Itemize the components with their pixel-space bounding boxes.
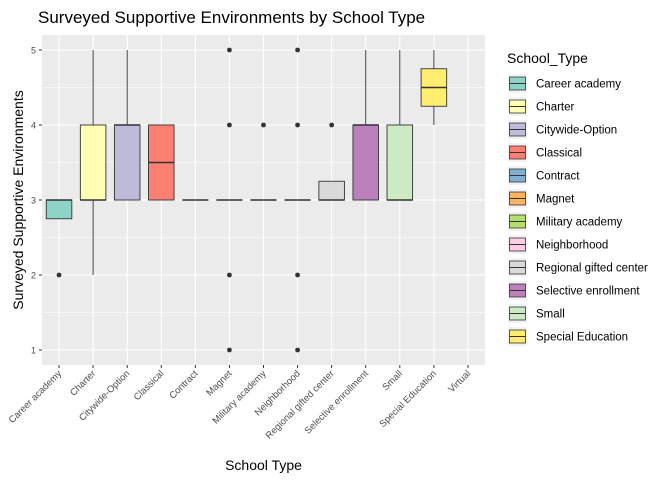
box-outlier-point — [295, 347, 300, 353]
box-outlier-point — [261, 122, 266, 128]
box-outlier-point — [227, 272, 232, 278]
box-outlier-point — [56, 272, 62, 278]
box — [113, 50, 141, 201]
legend-label: Special Education — [536, 332, 628, 344]
box-outlier-point — [329, 122, 335, 128]
y-tick-label: 2 — [31, 271, 36, 281]
box — [284, 47, 311, 353]
box — [45, 199, 73, 278]
legend-item: Selective enrollment — [508, 281, 640, 300]
legend-label: Selective enrollment — [536, 286, 640, 298]
legend-label: Career academy — [536, 79, 621, 91]
legend-item: Special Education — [508, 327, 628, 346]
box — [318, 122, 345, 201]
legend-item: Career academy — [508, 74, 621, 93]
legend-item: Regional gifted center — [508, 258, 648, 277]
legend-item: Charter — [508, 97, 575, 116]
box-outlier-point — [295, 47, 300, 53]
y-tick-label: 1 — [31, 346, 36, 356]
legend-item: Small — [508, 304, 565, 323]
box-body — [352, 124, 379, 201]
box-outlier-point — [227, 347, 232, 353]
box — [79, 50, 107, 275]
box-body — [113, 124, 141, 201]
legend-label: Classical — [536, 148, 582, 160]
box-body — [386, 124, 414, 201]
box-series — [45, 47, 448, 353]
legend-label: Small — [536, 309, 565, 321]
y-axis-label: Surveyed Supportive Environments — [10, 90, 26, 309]
legend-label: Military academy — [536, 217, 623, 229]
legend-label: Contract — [536, 171, 580, 183]
legend-label: Neighborhood — [536, 240, 608, 252]
legend-title: School_Type — [507, 50, 588, 66]
y-tick-label: 4 — [31, 121, 36, 131]
chart-title: Surveyed Supportive Environments by Scho… — [38, 8, 425, 27]
box — [352, 50, 379, 201]
x-axis-label: School Type — [225, 457, 302, 473]
legend-label: Regional gifted center — [536, 263, 648, 275]
legend-label: Charter — [536, 102, 575, 114]
box-outlier-point — [295, 122, 300, 128]
box-body — [79, 124, 107, 201]
box-body — [318, 180, 345, 201]
y-tick-label: 5 — [31, 46, 36, 56]
box — [386, 50, 414, 201]
y-tick-label: 3 — [31, 196, 36, 206]
box — [148, 124, 175, 201]
y-axis: 1 2 3 4 5 — [31, 46, 42, 356]
legend-item: Classical — [508, 143, 582, 162]
legend-item: Military academy — [508, 212, 623, 231]
legend-item: Citywide-Option — [508, 120, 617, 139]
box-outlier-point — [295, 272, 300, 278]
legend-item: Contract — [508, 166, 580, 185]
box — [250, 122, 277, 201]
box — [216, 47, 243, 353]
legend-item: Magnet — [508, 189, 575, 208]
box-outlier-point — [227, 47, 232, 53]
legend-label: Citywide-Option — [536, 125, 617, 137]
box-outlier-point — [227, 122, 232, 128]
legend: School_Type Career academy Charter Citywid… — [507, 50, 648, 346]
legend-label: Magnet — [536, 194, 575, 206]
box — [420, 50, 448, 125]
box-body — [45, 199, 73, 220]
legend-item: Neighborhood — [508, 235, 608, 254]
